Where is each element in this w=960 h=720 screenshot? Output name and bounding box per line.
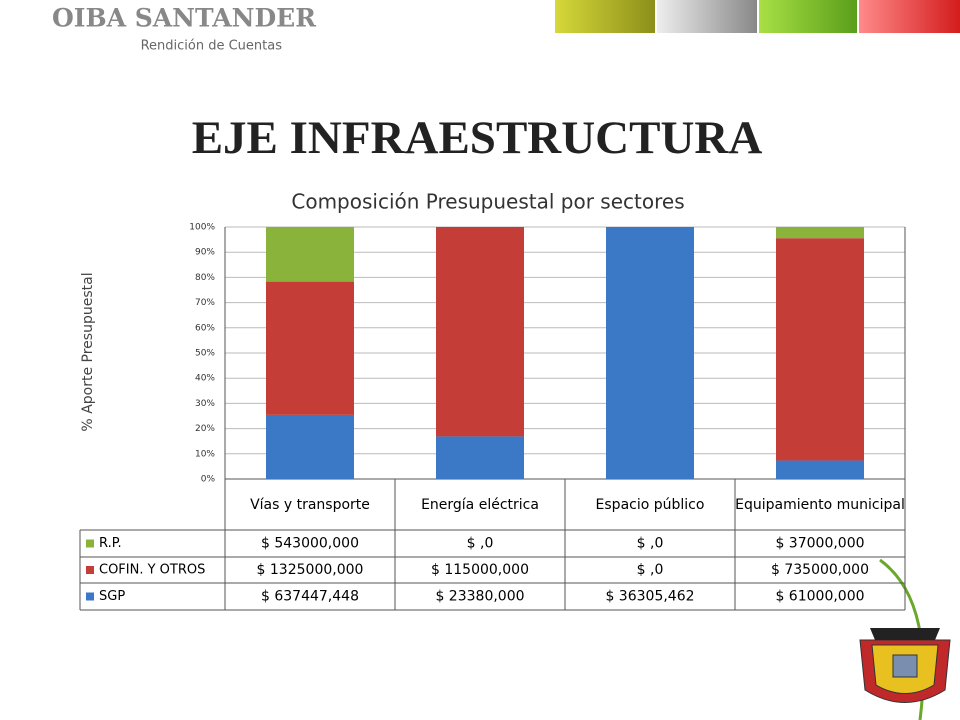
bar-segment (266, 227, 354, 282)
y-tick-label: 60% (195, 323, 215, 333)
slide-title: EJE INFRAESTRUCTURA (192, 112, 763, 164)
y-tick-label: 0% (201, 475, 216, 485)
value-label: $ ,0 (467, 536, 494, 552)
y-axis-label: % Aporte Presupuestal (80, 272, 96, 431)
x-tick-label: Energía eléctrica (421, 496, 539, 513)
brand: OIBA SANTANDER (52, 4, 316, 33)
bar-segment (436, 436, 524, 479)
value-label: $ 115000,000 (431, 562, 529, 578)
category-cell: Espacio público (595, 496, 705, 513)
value-label: $ ,0 (637, 536, 664, 552)
legend-swatch (86, 566, 94, 574)
value-label: $ 37000,000 (775, 536, 864, 552)
bar-segment (606, 227, 694, 479)
y-tick-label: 80% (195, 273, 215, 283)
legend-swatch (86, 539, 94, 548)
x-tick-label: Espacio público (595, 496, 705, 513)
y-tick-label: 10% (195, 449, 215, 459)
y-tick-label: 40% (195, 374, 215, 384)
y-tick-label: 70% (195, 298, 215, 308)
value-label: $ ,0 (637, 562, 664, 578)
x-tick-label: Vías y transporte (250, 496, 370, 513)
bar-segment (266, 281, 354, 415)
y-tick-label: 100% (189, 223, 215, 233)
bar-segment (266, 414, 354, 479)
deco-block (759, 0, 857, 33)
legend-label: SGP (99, 589, 125, 604)
bar-segment (436, 227, 524, 437)
deco-block (555, 0, 655, 33)
value-label: $ 637447,448 (261, 589, 359, 605)
x-tick-label: Equipamiento municipal (735, 496, 905, 513)
value-label: $ 36305,462 (605, 589, 694, 605)
legend-swatch (86, 592, 94, 601)
category-cell: Energía eléctrica (421, 496, 539, 513)
value-label: $ 1325000,000 (257, 562, 364, 578)
value-label: $ 543000,000 (261, 536, 359, 552)
y-tick-label: 90% (195, 248, 215, 258)
category-cell: Vías y transporte (250, 496, 370, 513)
chart-title: Composición Presupuestal por sectores (291, 190, 684, 214)
value-label: $ 61000,000 (775, 589, 864, 605)
value-label: $ 23380,000 (435, 589, 524, 605)
legend-label: COFIN. Y OTROS (99, 563, 205, 578)
bar-segment (776, 460, 864, 479)
deco-block (657, 0, 757, 33)
bar-segment (776, 238, 864, 461)
y-tick-label: 50% (195, 349, 215, 359)
y-tick-label: 30% (195, 399, 215, 409)
y-tick-label: 20% (195, 424, 215, 434)
value-label: $ 735000,000 (771, 562, 869, 578)
legend-label: R.P. (99, 536, 122, 551)
bar-segment (776, 227, 864, 239)
brand-subtitle: Rendición de Cuentas (141, 39, 283, 54)
emblem (859, 628, 951, 703)
category-cell: Equipamiento municipal (735, 496, 905, 513)
deco-block (859, 0, 960, 33)
